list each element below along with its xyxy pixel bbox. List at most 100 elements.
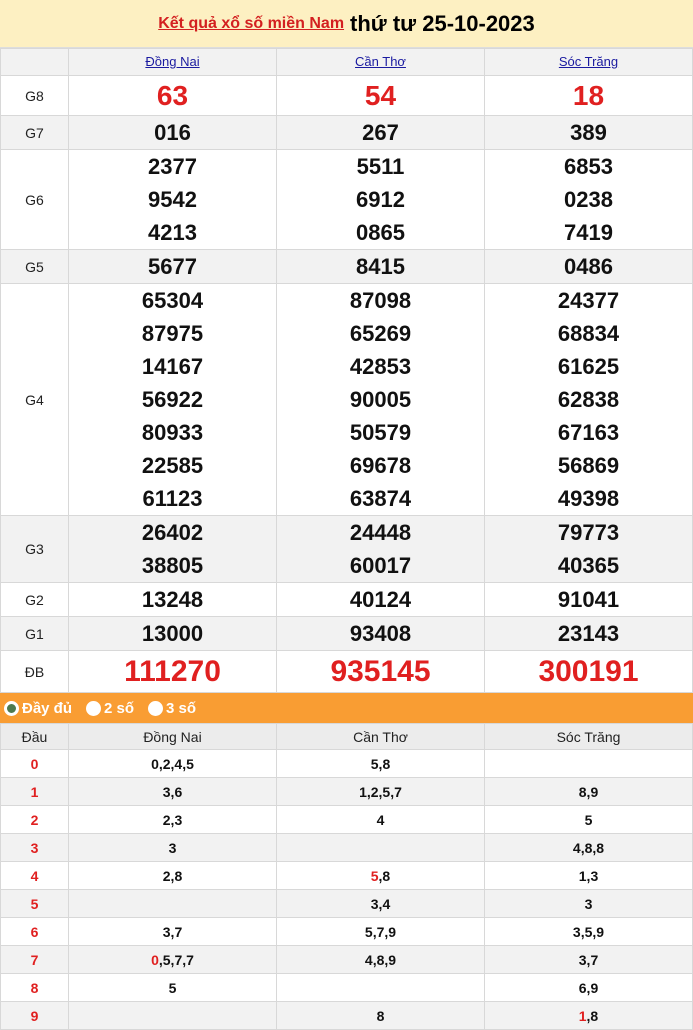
prize-number: 4213 — [148, 220, 197, 245]
tail-list: 3 — [168, 839, 177, 856]
province-link-can-tho[interactable]: Cần Thơ — [355, 54, 406, 69]
filter-option-3-digits[interactable]: 3 số — [148, 700, 196, 717]
tail-list: 5 — [168, 979, 177, 996]
prize-number: 63874 — [349, 486, 412, 511]
filter-option-full[interactable]: Đầy đủ — [4, 700, 72, 717]
prize-cell: 23143 — [484, 616, 693, 651]
head-digit: 5 — [0, 889, 69, 918]
prize-number: 2377 — [148, 154, 197, 179]
prize-label: G3 — [0, 515, 69, 583]
page-title: Kết quả xổ số miền Nam thứ tư 25-10-2023 — [0, 0, 693, 48]
prize-cell: 6853 0238 7419 — [484, 149, 693, 250]
corner-cell — [0, 48, 69, 76]
prize-number: 56922 — [141, 387, 204, 412]
head-digit: 1 — [0, 777, 69, 806]
display-filter: Đầy đủ 2 số 3 số — [0, 693, 693, 723]
tail-list: 5,8 — [370, 755, 391, 772]
prize-cell: 65304 87975 14167 56922 80933 22585 61123 — [68, 283, 277, 516]
prize-cell: 389 — [484, 115, 693, 150]
prize-label: G2 — [0, 582, 69, 617]
head-digit: 7 — [0, 945, 69, 974]
loto-row: 5 3,4 3 — [0, 889, 693, 918]
tail-digits: 1,3 — [484, 861, 693, 890]
head-digit: 9 — [0, 1001, 69, 1030]
prize-cell: 24377 68834 61625 62838 67163 56869 49398 — [484, 283, 693, 516]
results-link[interactable]: Kết quả xổ số miền Nam — [158, 14, 345, 32]
loto-row: 0 0,2,4,5 5,8 — [0, 749, 693, 778]
prize-row-g3: G3 26402 38805 24448 60017 79773 40365 — [0, 515, 693, 583]
prize-number: 5511 — [356, 154, 405, 179]
tail-digits: 1,8 — [484, 1001, 693, 1030]
prize-number: 9542 — [148, 187, 197, 212]
prize-cell: 13248 — [68, 582, 277, 617]
loto-province-header: Đồng Nai — [68, 723, 277, 750]
tail-digits: 3,7 — [68, 917, 277, 946]
tail-digits: 5,8 — [276, 861, 485, 890]
loto-row: 2 2,3 4 5 — [0, 805, 693, 834]
tail-digits: 5,7,9 — [276, 917, 485, 946]
prize-number: 7419 — [564, 220, 613, 245]
prize-cell: 63 — [68, 75, 277, 116]
loto-province-header: Sóc Trăng — [484, 723, 693, 750]
radio-icon[interactable] — [86, 700, 102, 716]
tail-digits: 5,8 — [276, 749, 485, 778]
tail-list: 4,8,8 — [572, 839, 605, 856]
tail-digits: 2,8 — [68, 861, 277, 890]
prize-cell: 91041 — [484, 582, 693, 617]
tail-list: 1,3 — [578, 867, 599, 884]
tail-list: 2,3 — [162, 811, 183, 828]
tail-list: 3,4 — [370, 895, 391, 912]
head-digit: 3 — [0, 833, 69, 862]
prize-number: 111270 — [124, 655, 221, 688]
prize-cell: 935145 — [276, 650, 485, 693]
loto-province-header: Cần Thơ — [276, 723, 485, 750]
tail-list: 3,7 — [578, 951, 599, 968]
loto-row: 7 0,5,7,7 4,8,9 3,7 — [0, 945, 693, 974]
prize-number: 40124 — [349, 587, 412, 612]
tail-digits: 5 — [68, 973, 277, 1002]
prize-number: 65269 — [349, 321, 412, 346]
prize-cell: 016 — [68, 115, 277, 150]
prize-number: 6912 — [356, 187, 405, 212]
loto-row: 8 5 6,9 — [0, 973, 693, 1002]
special-tail: 5 — [370, 867, 379, 884]
prize-row-g7: G7 016 267 389 — [0, 115, 693, 150]
tail-digits: 4,8,8 — [484, 833, 693, 862]
tail-digits: 1,2,5,7 — [276, 777, 485, 806]
prize-number: 300191 — [538, 655, 639, 688]
tail-list: 6,9 — [578, 979, 599, 996]
prize-cell: 300191 — [484, 650, 693, 693]
loto-head-table: Đầu Đồng Nai Cần Thơ Sóc Trăng 0 0,2,4,5 5… — [0, 723, 693, 1030]
prize-cell: 93408 — [276, 616, 485, 651]
prize-cell: 18 — [484, 75, 693, 116]
prize-number: 6853 — [564, 154, 613, 179]
prize-row-g1: G1 13000 93408 23143 — [0, 616, 693, 651]
filter-option-2-digits[interactable]: 2 số — [86, 700, 134, 717]
prize-number: 13248 — [141, 587, 204, 612]
prize-cell: 0486 — [484, 249, 693, 284]
prize-number: 14167 — [141, 354, 204, 379]
prize-number: 63 — [156, 80, 189, 111]
prize-cell: 40124 — [276, 582, 485, 617]
province-link-dong-nai[interactable]: Đồng Nai — [145, 54, 200, 69]
prize-row-db: ĐB 111270 935145 300191 — [0, 650, 693, 693]
tail-list: 3 — [584, 895, 593, 912]
prize-cell: 5511 6912 0865 — [276, 149, 485, 250]
tail-list: ,8 — [586, 1007, 599, 1024]
draw-date: thứ tư 25-10-2023 — [350, 10, 535, 36]
province-link-soc-trang[interactable]: Sóc Trăng — [558, 54, 619, 69]
radio-icon[interactable] — [148, 700, 164, 716]
prize-number: 49398 — [557, 486, 620, 511]
prize-label: G6 — [0, 149, 69, 250]
province-header-row: Đồng Nai Cần Thơ Sóc Trăng — [0, 48, 693, 76]
tail-digits: 3,7 — [484, 945, 693, 974]
tail-digits: 2,3 — [68, 805, 277, 834]
prize-number: 61625 — [557, 354, 620, 379]
prize-number: 38805 — [141, 553, 204, 578]
prize-label: G8 — [0, 75, 69, 116]
prize-number: 79773 — [557, 520, 620, 545]
prize-cell: 5677 — [68, 249, 277, 284]
prize-number: 0238 — [564, 187, 613, 212]
radio-selected-icon[interactable] — [4, 700, 19, 716]
prize-row-g8: G8 63 54 18 — [0, 75, 693, 116]
